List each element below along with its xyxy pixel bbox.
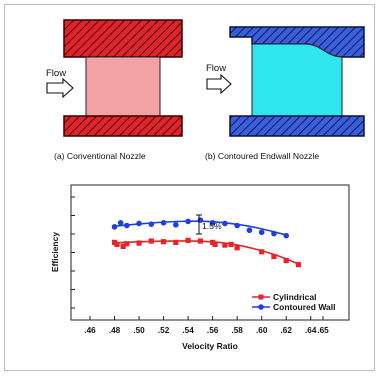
legend-cylindrical-label: Cylindrical <box>273 292 316 302</box>
x-tick-label: .62 <box>281 326 293 335</box>
contoured-wall-point <box>185 218 191 225</box>
conventional-nozzle-diagram: Flow (a) Conventional Nozzle <box>46 19 183 161</box>
contoured-wall-point <box>117 220 124 226</box>
left-caption: (a) Conventional Nozzle <box>54 151 146 161</box>
contoured-wall-point <box>173 222 179 228</box>
cylindrical-point <box>185 237 191 243</box>
right-passage <box>251 43 343 117</box>
contoured-wall-point <box>271 230 277 237</box>
x-tick-label: .65 <box>317 326 329 335</box>
x-tick-label: .58 <box>231 326 243 335</box>
left-bottom-wall <box>63 115 183 137</box>
cylindrical-point <box>259 249 265 255</box>
y-axis-label: Efficiency <box>50 232 60 272</box>
x-tick-label: .54 <box>182 326 194 335</box>
right-bottom-wall <box>229 115 365 137</box>
axis-ticks: .46 .48 .50 .52 .54 .56 .58 .60 .62 .64.65 <box>71 196 329 335</box>
cylindrical-point <box>295 262 302 268</box>
cylindrical-point <box>271 253 277 260</box>
x-tick-label: .64 <box>305 326 317 335</box>
left-flow-arrow-icon <box>46 77 74 99</box>
cylindrical-point <box>160 239 167 245</box>
contoured-wall-point <box>111 224 118 230</box>
x-tick-label: .60 <box>256 326 268 335</box>
contoured-wall-point <box>283 232 290 239</box>
figure-frame <box>4 4 375 371</box>
cylindrical-point <box>120 243 126 250</box>
cylindrical-point <box>234 245 240 251</box>
right-flow-label: Flow <box>206 63 226 74</box>
legend-contoured-marker <box>258 304 264 310</box>
contoured-wall-point <box>209 220 216 226</box>
x-axis-label: Velocity Ratio <box>182 341 238 351</box>
cylindrical-point <box>222 242 228 248</box>
cylindrical-point <box>173 239 179 245</box>
cylindrical-point <box>136 240 142 246</box>
contoured-wall-point <box>258 229 265 236</box>
right-caption: (b) Contoured Endwall Nozzle <box>205 151 319 161</box>
contoured-wall-point <box>136 220 142 227</box>
contoured-wall-point <box>246 227 253 234</box>
contoured-wall-point <box>148 221 155 227</box>
annotation-label: 1.5% <box>202 221 222 231</box>
right-flow-arrow-icon <box>206 73 232 95</box>
left-flow-label: Flow <box>46 68 66 79</box>
cylindrical-point <box>212 241 218 247</box>
cylindrical-point <box>228 241 234 247</box>
x-tick-label: .48 <box>109 326 121 335</box>
cylindrical-point <box>283 258 289 264</box>
chart-legend: Cylindrical Contoured Wall <box>252 292 335 312</box>
difference-annotation: 1.5% <box>196 214 222 235</box>
cylindrical-point <box>124 241 130 247</box>
plot-area <box>70 184 350 321</box>
cylindrical-point <box>197 238 203 244</box>
left-top-wall <box>63 19 183 58</box>
legend-cylindrical-marker <box>258 294 264 300</box>
x-tick-label: .46 <box>84 326 96 335</box>
contoured-wall-point <box>160 220 167 226</box>
data-series <box>111 217 302 268</box>
contoured-wall-point <box>234 222 240 229</box>
contoured-nozzle-diagram: Flow (b) Contoured Endwall Nozzle <box>205 26 365 161</box>
contoured-wall-point <box>222 220 228 227</box>
cylindrical-point <box>114 241 120 247</box>
cylindrical-point <box>148 238 154 244</box>
x-tick-label: .50 <box>133 326 145 335</box>
x-tick-label: .56 <box>207 326 219 335</box>
x-tick-label: .52 <box>158 326 170 335</box>
efficiency-chart: Efficiency Velocity Ratio .46 .48 .50 .52 .5… <box>50 184 350 351</box>
legend-contoured-label: Contoured Wall <box>273 302 335 312</box>
contoured-wall-point <box>123 222 130 229</box>
left-passage <box>85 56 161 117</box>
